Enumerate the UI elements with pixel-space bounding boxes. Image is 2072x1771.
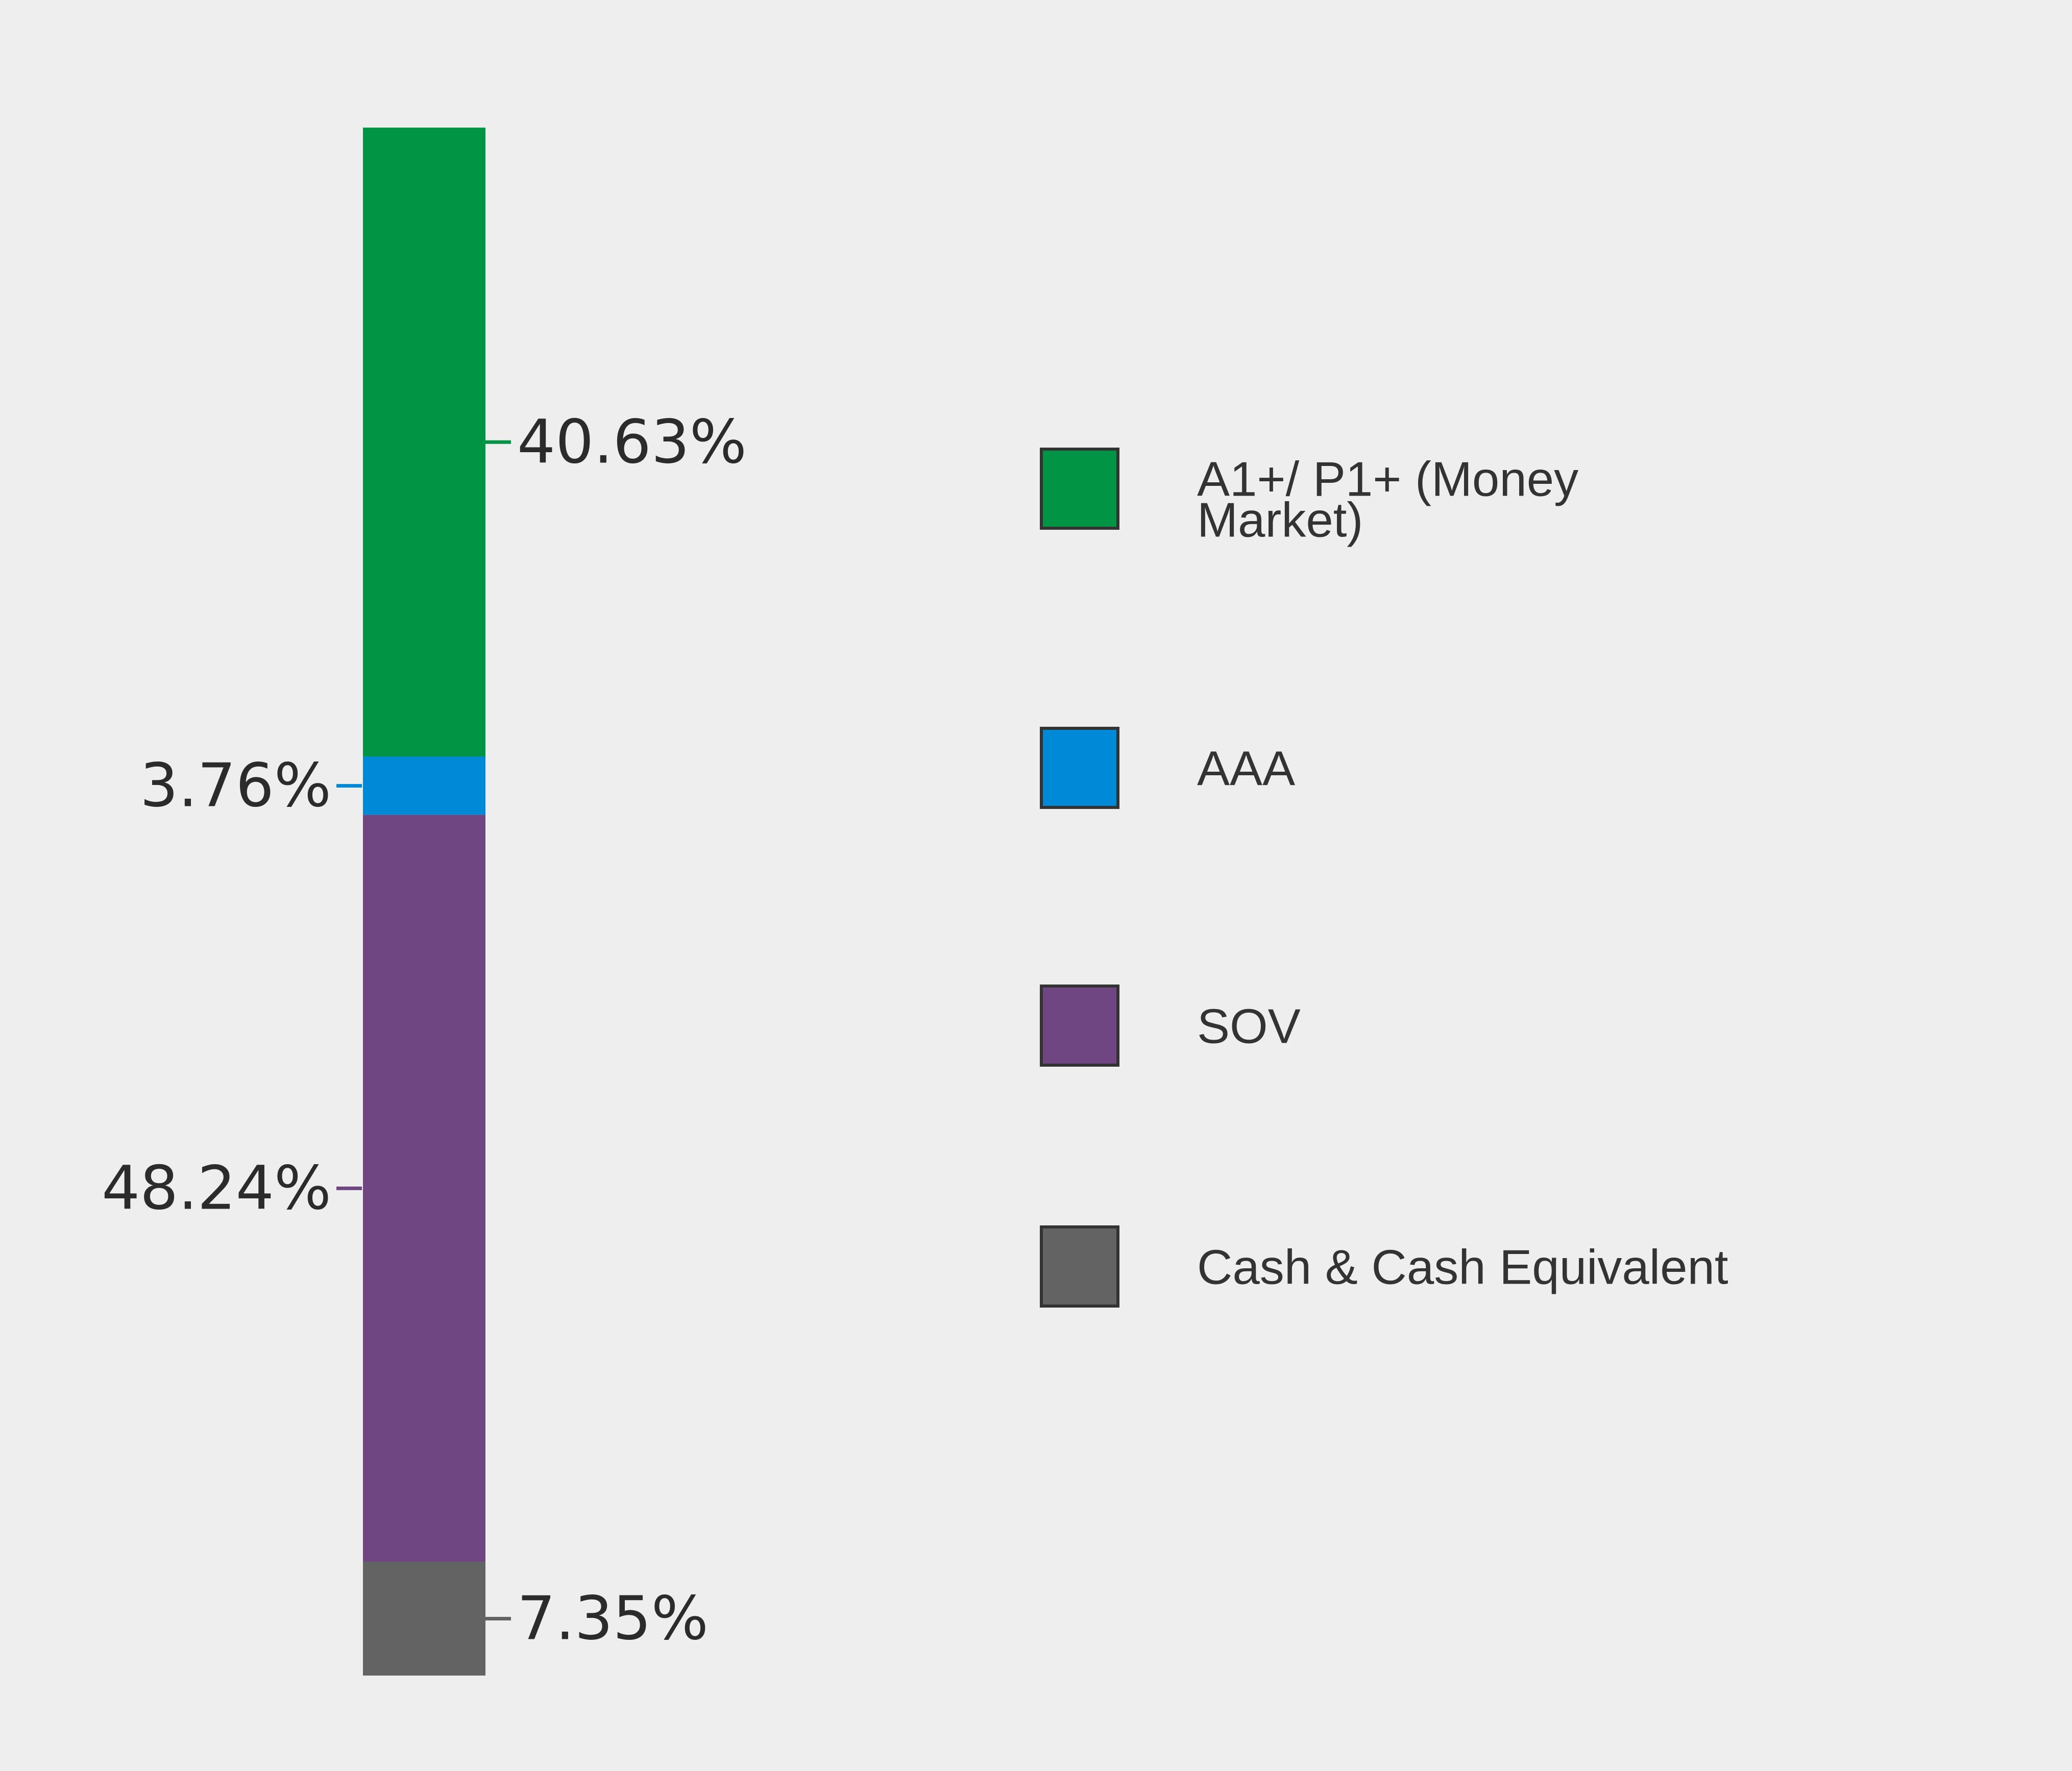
- legend-label-a1-p1-money-market-line-2: Market): [1197, 493, 1363, 548]
- legend-label-a1-p1-money-market-line-1: A1+/ P1+ (Money: [1197, 452, 1578, 507]
- data-label-cash-cash-equivalent: 7.35%: [517, 1583, 709, 1654]
- legend-item-aaa: AAA: [1040, 727, 1295, 809]
- legend-item-sov: SOV: [1040, 985, 1301, 1067]
- bar-segments: [363, 128, 485, 1676]
- legend-label-aaa: AAA: [1197, 742, 1295, 796]
- bar-segment-aaa: [363, 756, 485, 815]
- legend-label-sov: SOV: [1197, 999, 1301, 1054]
- data-label-aaa: 3.76%: [140, 750, 331, 821]
- bar-segment-sov: [363, 815, 485, 1562]
- legend-swatch-aaa: [1040, 727, 1119, 809]
- legend-label-cash-cash-equivalent: Cash & Cash Equivalent: [1197, 1240, 1728, 1295]
- legend-swatch-a1-p1-money-market: [1040, 448, 1119, 530]
- bar-segment-a1-p1-money-market: [363, 128, 485, 757]
- bar-segment-cash-cash-equivalent: [363, 1562, 485, 1676]
- data-label-sov: 48.24%: [102, 1152, 331, 1223]
- legend-swatch-sov: [1040, 985, 1119, 1067]
- data-label-a1-p1-money-market: 40.63%: [517, 406, 747, 477]
- legend-item-cash-cash-equivalent: Cash & Cash Equivalent: [1040, 1225, 1728, 1308]
- data-labels: 40.63% 3.76% 48.24% 7.35%: [102, 406, 747, 1653]
- legend-swatch-cash-cash-equivalent: [1040, 1225, 1119, 1308]
